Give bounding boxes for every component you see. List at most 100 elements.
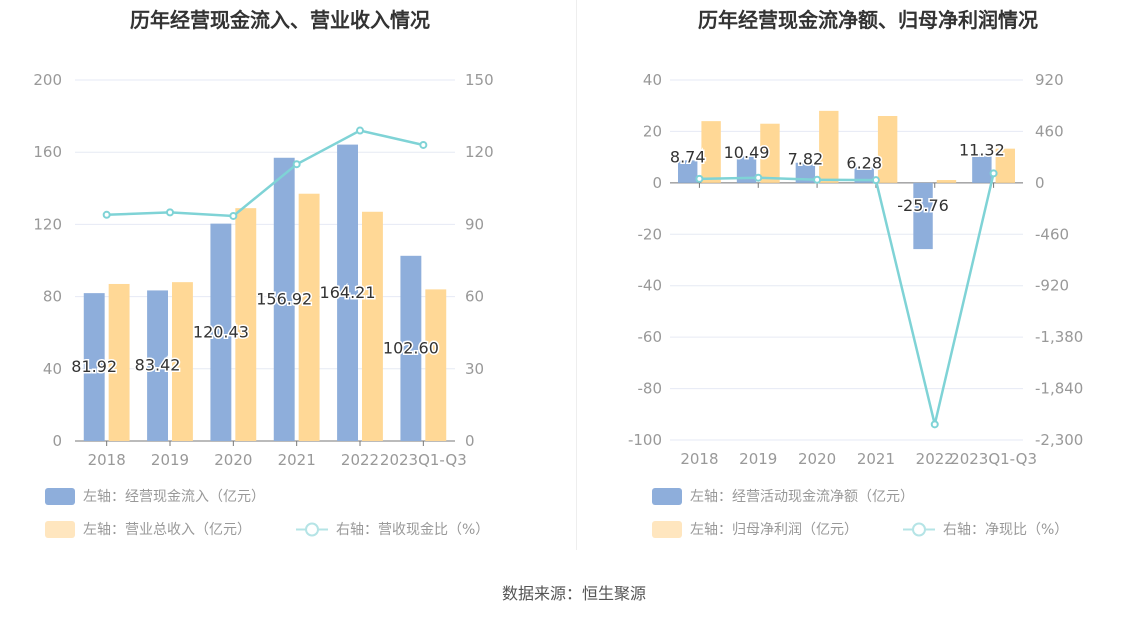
y-tick-right: 0: [465, 432, 475, 450]
ratio-point: [419, 140, 428, 149]
y-tick-left: 40: [43, 360, 62, 378]
legend-line-icon: [296, 522, 328, 536]
legend-label: 右轴：净现比（%）: [943, 522, 1069, 538]
x-tick-label: 2023Q1-Q3: [380, 451, 467, 469]
bar-secondary: [108, 283, 130, 441]
bar-primary: [273, 157, 295, 441]
y-tick-right: -2,300: [1035, 431, 1083, 449]
legend-swatch: [652, 520, 682, 538]
data-label: 156.92: [256, 289, 312, 308]
data-label: 102.60: [383, 338, 439, 357]
divider: [576, 0, 577, 550]
data-label: 83.42: [135, 356, 181, 375]
data-label: 6.28: [846, 154, 882, 173]
x-tick-label: 2021: [278, 451, 316, 469]
data-label: 11.32: [959, 141, 1005, 160]
bar-secondary: [362, 211, 383, 441]
data-label: 81.92: [71, 357, 117, 376]
legend-item[interactable]: 左轴：经营现金流入（亿元）: [45, 486, 265, 506]
legend-swatch: [652, 487, 682, 505]
y-tick-right: 920: [1035, 71, 1064, 89]
y-tick-right: -460: [1035, 225, 1069, 243]
legend-label: 左轴：营业总收入（亿元）: [83, 522, 251, 538]
y-tick-left: 200: [33, 71, 62, 89]
y-tick-left: 40: [643, 71, 662, 89]
bar-primary: [972, 153, 992, 183]
ratio-line: [699, 173, 995, 425]
ratio-point: [813, 175, 822, 184]
y-tick-left: -60: [638, 328, 663, 346]
y-tick-left: 160: [33, 143, 62, 161]
x-tick-label: 2019: [739, 450, 777, 468]
y-tick-right: 90: [465, 215, 484, 233]
legend-line-icon: [903, 522, 935, 536]
data-label: 8.74: [670, 147, 706, 166]
y-tick-left: 0: [652, 174, 662, 192]
y-tick-right: -1,380: [1035, 328, 1083, 346]
y-tick-right: -1,840: [1035, 380, 1083, 398]
bar-primary: [678, 160, 698, 183]
y-tick-right: 460: [1035, 122, 1064, 140]
x-tick-label: 2018: [680, 450, 718, 468]
data-label: 7.82: [788, 150, 824, 169]
y-tick-left: -100: [628, 431, 662, 449]
y-tick-left: 0: [52, 432, 62, 450]
y-tick-left: 20: [643, 122, 662, 140]
bar-secondary: [298, 193, 320, 441]
y-tick-right: 150: [465, 71, 494, 89]
legend-label: 左轴：经营活动现金流净额（亿元）: [690, 489, 914, 505]
y-tick-right: 30: [465, 360, 484, 378]
ratio-point: [292, 160, 301, 169]
ratio-point: [871, 176, 880, 185]
bar-primary: [83, 293, 105, 441]
ratio-point: [356, 126, 364, 135]
legend-label: 左轴：经营现金流入（亿元）: [83, 489, 265, 505]
ratio-point: [754, 173, 763, 182]
data-label: 120.43: [193, 322, 249, 341]
y-tick-right: 0: [1035, 174, 1045, 192]
bar-primary: [795, 162, 816, 183]
y-tick-right: -920: [1035, 277, 1069, 295]
y-tick-left: 120: [33, 215, 62, 233]
x-tick-label: 2019: [151, 451, 189, 469]
x-tick-label: 2022: [916, 450, 954, 468]
bar-secondary: [995, 148, 1015, 183]
y-tick-left: 80: [43, 288, 62, 306]
y-tick-left: -80: [638, 380, 663, 398]
ratio-line: [106, 129, 424, 218]
bar-secondary: [425, 289, 447, 441]
x-tick-label: 2022: [341, 451, 379, 469]
x-tick-label: 2023Q1-Q3: [950, 450, 1037, 468]
legend-item[interactable]: 左轴：营业总收入（亿元）: [45, 519, 251, 539]
bar-secondary: [936, 180, 957, 183]
y-tick-right: 120: [465, 143, 494, 161]
bar-primary: [913, 182, 933, 250]
bar-secondary: [701, 121, 721, 183]
ratio-point: [930, 420, 939, 429]
legend-item[interactable]: 右轴：净现比（%）: [903, 519, 1068, 539]
bar-primary: [337, 144, 358, 441]
data-label: -25.76: [897, 196, 949, 215]
legend-swatch: [45, 520, 75, 538]
legend-label: 左轴：归母净利润（亿元）: [690, 522, 858, 538]
data-label: 164.21: [320, 283, 376, 302]
bar-secondary: [877, 116, 898, 183]
bar-primary: [147, 290, 168, 441]
legend-item[interactable]: 左轴：归母净利润（亿元）: [652, 519, 858, 539]
x-tick-label: 2020: [214, 451, 252, 469]
ratio-point: [102, 210, 111, 219]
x-tick-label: 2021: [857, 450, 895, 468]
legend-item[interactable]: 左轴：经营活动现金流净额（亿元）: [652, 486, 914, 506]
bar-primary: [210, 223, 232, 441]
ratio-point: [229, 211, 238, 220]
bar-secondary: [235, 208, 257, 441]
chart-title-left: 历年经营现金流入、营业收入情况: [130, 8, 430, 32]
x-tick-label: 2018: [88, 451, 126, 469]
ratio-point: [166, 208, 174, 217]
legend-item[interactable]: 右轴：营收现金比（%）: [296, 519, 489, 539]
bar-secondary: [760, 123, 780, 183]
y-tick-left: -20: [638, 225, 663, 243]
legend-swatch: [45, 487, 75, 505]
bar-primary: [736, 155, 757, 183]
